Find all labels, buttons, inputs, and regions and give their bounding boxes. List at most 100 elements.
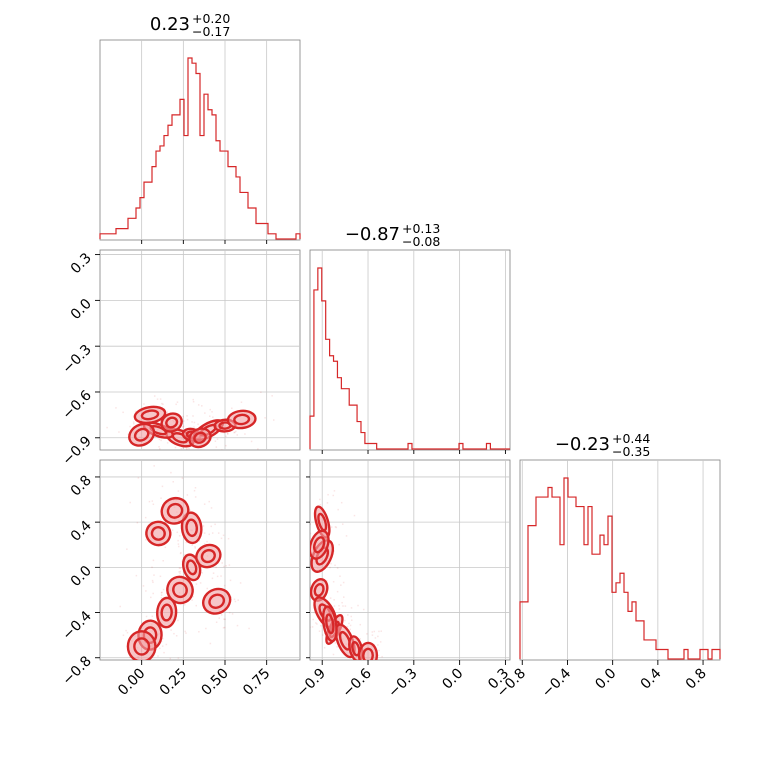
sample-point [152, 559, 155, 562]
sample-point [148, 500, 151, 503]
sample-point [182, 415, 185, 418]
sample-point [248, 627, 250, 630]
sample-point [217, 532, 220, 534]
sample-point [305, 613, 307, 615]
sample-point [160, 596, 163, 599]
sample-point [143, 666, 145, 668]
sample-point [264, 417, 266, 419]
sample-point [214, 523, 216, 526]
sample-point [360, 694, 362, 696]
sample-point [345, 662, 347, 664]
sample-point [381, 655, 383, 658]
sample-point [208, 533, 210, 536]
sample-point [145, 590, 147, 592]
contour-line-inner [185, 559, 198, 576]
sample-point [231, 613, 234, 615]
sample-point [160, 497, 162, 499]
sample-point [161, 645, 164, 647]
sample-point [347, 614, 349, 616]
sample-point [160, 640, 163, 643]
sample-point [142, 453, 144, 455]
sample-point [182, 446, 184, 449]
title-minus-0: −0.17 [192, 24, 230, 39]
sample-point [348, 622, 350, 625]
sample-point [365, 664, 367, 666]
sample-point [214, 440, 217, 443]
sample-point [212, 572, 215, 574]
title-plus-0: +0.20 [192, 11, 230, 26]
x-tick-label: 0.25 [157, 666, 190, 699]
panel-frame [99, 39, 301, 241]
sample-point [194, 496, 197, 498]
contour-line [126, 630, 157, 660]
sample-point [360, 662, 362, 664]
y-tick-label: 0.0 [68, 296, 95, 323]
sample-point [184, 452, 186, 454]
sample-point [260, 391, 262, 393]
sample-point [185, 541, 188, 544]
sample-point [191, 421, 193, 423]
sample-point [144, 665, 146, 667]
sample-point [206, 587, 209, 590]
contour-line-inner [166, 502, 184, 519]
sample-point [194, 487, 197, 489]
contour-line [166, 575, 194, 605]
panel-2-2 [519, 459, 721, 661]
sample-point [160, 519, 162, 521]
sample-point [211, 577, 214, 580]
sample-point [230, 596, 232, 598]
sample-point [142, 585, 145, 587]
density-2-1 [305, 490, 383, 696]
sample-point [174, 446, 177, 449]
sample-point [327, 493, 329, 496]
sample-point [313, 611, 316, 614]
contour-line-inner [193, 431, 207, 444]
sample-point [344, 671, 346, 673]
y-tick-label: −0.9 [59, 433, 94, 468]
sample-point [143, 449, 145, 450]
sample-point [209, 415, 211, 417]
contour-line-inner [325, 613, 335, 635]
x-tick-label: 0.0 [439, 666, 466, 693]
sample-point [380, 669, 382, 671]
sample-point [191, 599, 193, 601]
sample-point [164, 546, 167, 549]
sample-point [152, 673, 154, 675]
contour-line-inner [208, 593, 226, 609]
sample-point [188, 449, 191, 450]
sample-point [170, 471, 172, 474]
title-median-0: 0.23 [150, 14, 190, 35]
sample-point [342, 581, 345, 584]
sample-point [161, 591, 163, 594]
sample-point [377, 654, 380, 657]
sample-point [191, 544, 194, 546]
sample-point [161, 485, 164, 488]
sample-point [118, 431, 120, 433]
sample-point [272, 419, 275, 421]
sample-point [340, 501, 343, 504]
sample-point [334, 526, 337, 528]
contour-line-inner [313, 583, 325, 597]
sample-point [225, 565, 227, 567]
sample-point [228, 611, 231, 614]
histogram-0 [99, 57, 301, 240]
contour-line [310, 529, 330, 560]
sample-point [319, 498, 321, 501]
sample-point [222, 534, 225, 537]
sample-point [171, 452, 173, 454]
sample-point [203, 449, 205, 450]
sample-point [186, 415, 188, 417]
sample-point [204, 412, 206, 414]
sample-point [210, 507, 213, 509]
contour-fill [129, 423, 155, 446]
sample-point [240, 401, 243, 404]
contour-fill [157, 597, 177, 628]
sample-point [215, 621, 218, 624]
sample-point [216, 438, 219, 440]
sample-point [341, 601, 343, 604]
contour-line [357, 641, 379, 660]
sample-point [225, 444, 227, 447]
contour-fill [127, 631, 156, 660]
sample-point [171, 529, 174, 531]
sample-point [106, 426, 108, 429]
